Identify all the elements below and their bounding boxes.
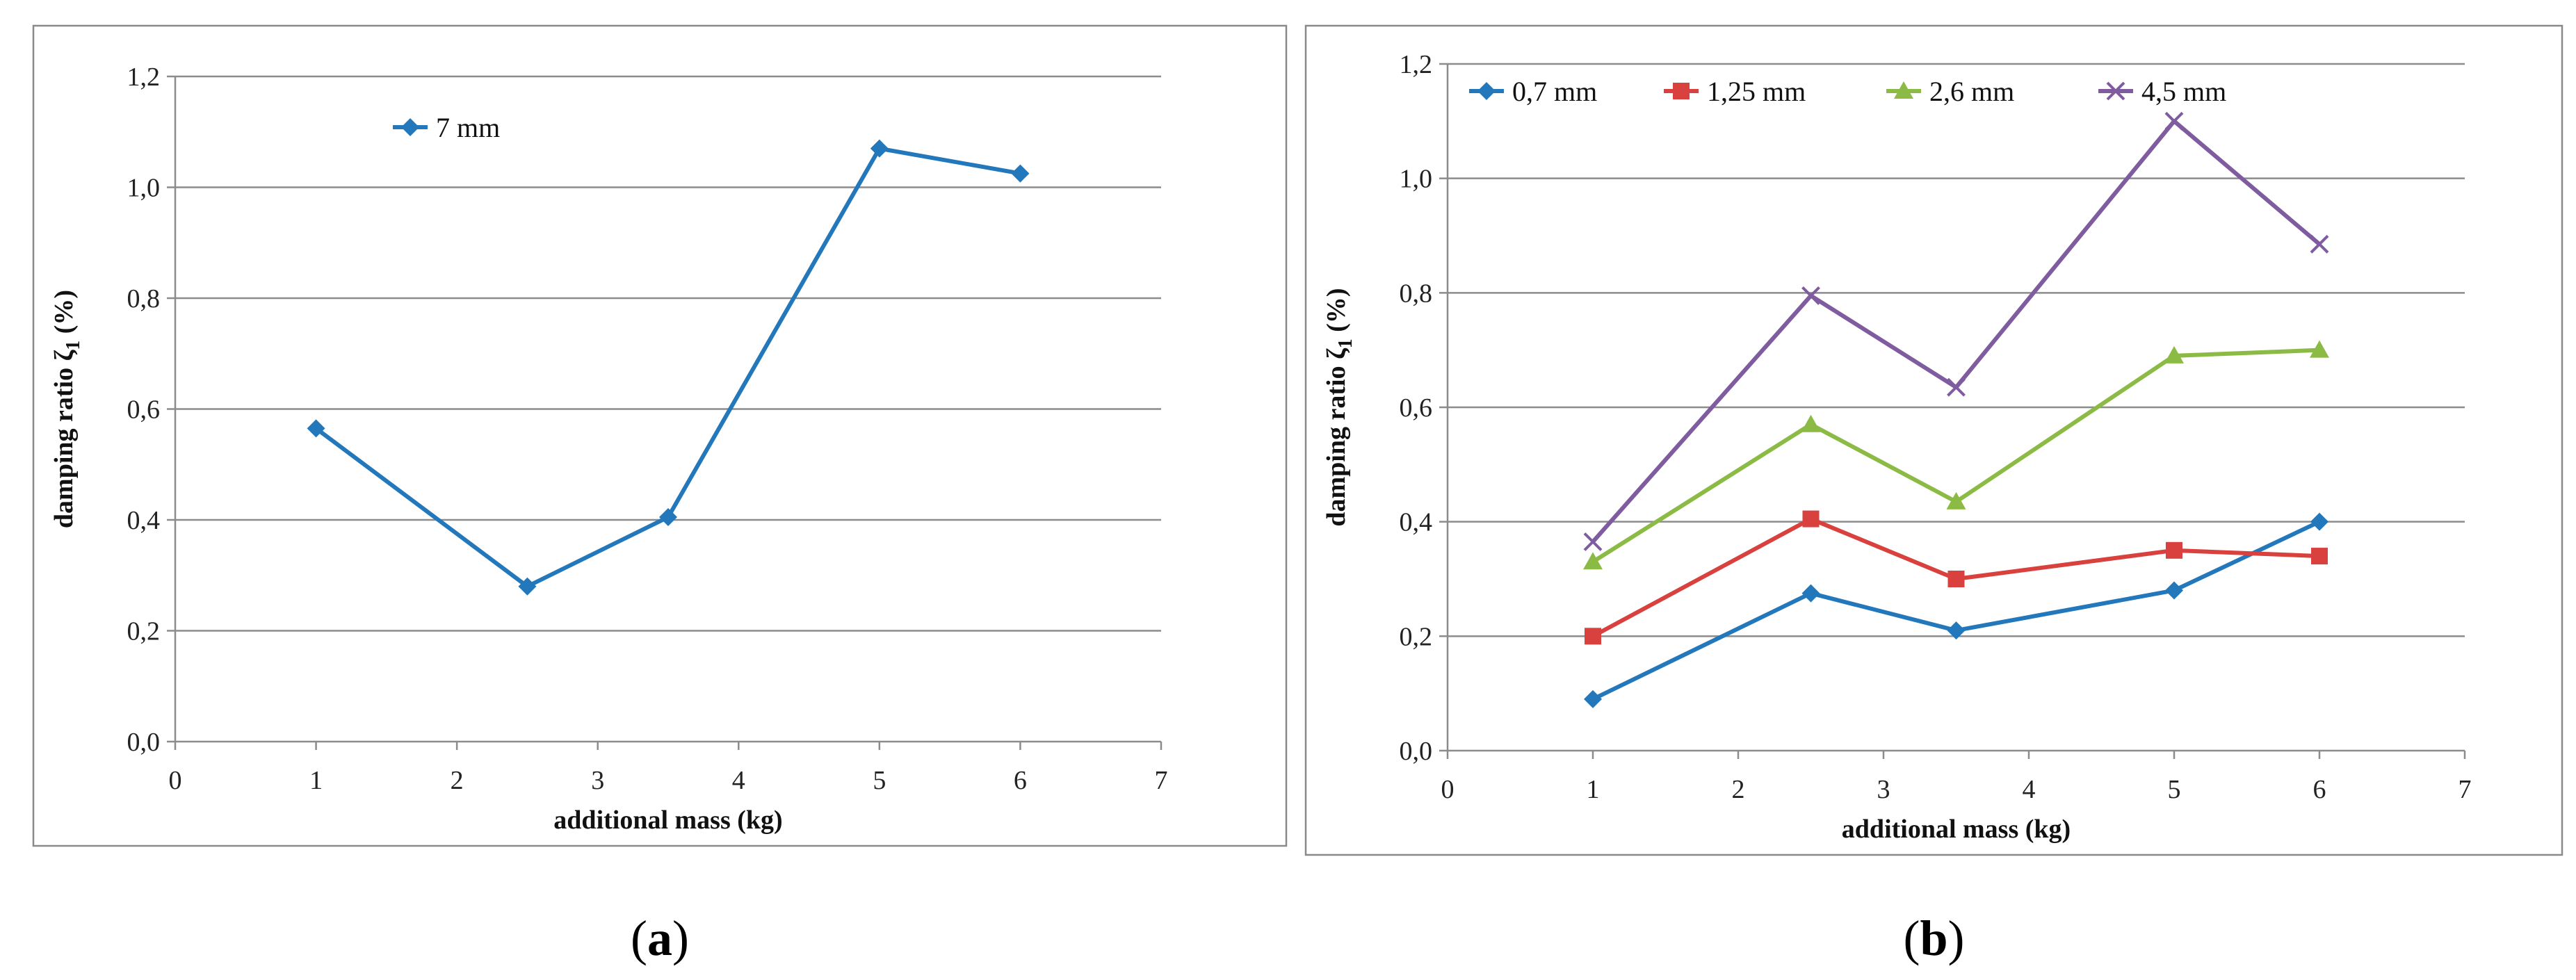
- y-tick-label: 0,8: [127, 284, 161, 313]
- data-point: [1802, 510, 1820, 528]
- x-tick-label: 2: [451, 766, 464, 795]
- series-7-mm: [307, 139, 1030, 596]
- legend-label: 7 mm: [436, 112, 500, 143]
- x-tick-label: 3: [1877, 775, 1890, 804]
- data-point: [2164, 111, 2184, 131]
- data-point: [1584, 689, 1602, 708]
- legend-item: 7 mm: [393, 112, 500, 143]
- data-point: [2311, 548, 2328, 565]
- y-tick-label: 1,0: [1400, 165, 1433, 194]
- y-tick-label: 0,6: [127, 395, 161, 425]
- legend-item: 0,7 mm: [1469, 76, 1597, 107]
- chart-frame: [32, 24, 1288, 847]
- y-tick-label: 0,6: [1400, 393, 1433, 423]
- data-point: [1946, 491, 1966, 509]
- legend-label: 4,5 mm: [2141, 76, 2226, 107]
- x-tick-label: 0: [169, 766, 182, 795]
- y-tick-label: 1,2: [127, 63, 161, 92]
- x-tick-label: 6: [1014, 766, 1027, 795]
- legend-label: 2,6 mm: [1929, 76, 2014, 107]
- data-point: [1801, 584, 1820, 603]
- y-axis-title: damping ratio ζ1 (%): [49, 290, 84, 528]
- y-axis-title: damping ratio ζ1 (%): [1322, 288, 1356, 526]
- legend-item: 2,6 mm: [1886, 76, 2014, 107]
- data-point: [1947, 571, 1965, 587]
- data-point: [870, 139, 889, 158]
- data-point: [2165, 581, 2183, 600]
- y-tick-label: 0,0: [1400, 737, 1433, 766]
- x-tick-label: 6: [2313, 775, 2326, 804]
- series-0-7-mm: [1584, 512, 2328, 708]
- data-point: [1585, 628, 1601, 645]
- data-point: [2164, 345, 2184, 364]
- chart-panel-a: 0,0 0,2 0,4 0,6 0,8 1,0 1,2 0 1 2 3 4 5 6 7 additional …: [32, 24, 1288, 847]
- data-point: [1011, 164, 1030, 183]
- data-point: [2310, 234, 2329, 254]
- legend-marker: [1894, 81, 1913, 99]
- data-point: [1583, 532, 1603, 551]
- data-point: [1947, 621, 1966, 640]
- data-point: [659, 508, 677, 527]
- y-tick-label: 0,8: [1400, 279, 1433, 308]
- legend-item: 4,5 mm: [2098, 76, 2226, 107]
- series-4-5-mm: [1583, 111, 2329, 551]
- data-point: [518, 577, 537, 596]
- x-tick-label: 2: [1732, 775, 1745, 804]
- legend-label: 1,25 mm: [1707, 76, 1806, 107]
- y-tick-label: 1,0: [127, 174, 161, 203]
- data-point: [1801, 414, 1821, 432]
- data-point: [1801, 286, 1820, 305]
- legend-label: 0,7 mm: [1512, 76, 1597, 107]
- legend-marker: [401, 118, 419, 136]
- chart-panel-b: 0,0 0,2 0,4 0,6 0,8 1,0 1,2 0 1 2 3 4 5 6 7 additional …: [1304, 24, 2563, 856]
- data-point: [1947, 377, 1966, 397]
- series-2-6-mm: [1583, 340, 2329, 570]
- y-tick-label: 0,2: [1400, 622, 1433, 651]
- legend-marker: [2106, 81, 2125, 101]
- data-point: [1583, 552, 1603, 570]
- legend-item: 1,25 mm: [1664, 76, 1806, 107]
- panel-label-b: (b): [1903, 910, 1964, 966]
- y-tick-label: 1,2: [1400, 50, 1433, 79]
- x-tick-label: 3: [591, 766, 604, 795]
- y-tick-label: 0,4: [1400, 508, 1433, 537]
- series-1-25-mm: [1585, 510, 2328, 645]
- legend-marker: [1673, 83, 1690, 99]
- x-axis-title: additional mass (kg): [1842, 815, 2071, 844]
- x-tick-label: 1: [1587, 775, 1600, 804]
- x-tick-label: 1: [309, 766, 323, 795]
- legend-marker: [1477, 82, 1496, 100]
- x-tick-label: 5: [873, 766, 886, 795]
- x-tick-label: 4: [732, 766, 745, 795]
- x-tick-label: 7: [2458, 775, 2472, 804]
- data-point: [2166, 541, 2182, 559]
- x-tick-label: 7: [1155, 766, 1168, 795]
- x-tick-label: 4: [2023, 775, 2036, 804]
- x-axis-title: additional mass (kg): [553, 806, 782, 835]
- chart-frame: [1304, 24, 2563, 856]
- y-tick-label: 0,4: [127, 506, 161, 535]
- panel-label-a: (a): [631, 910, 689, 966]
- data-point: [307, 419, 325, 438]
- y-tick-label: 0,0: [127, 728, 161, 757]
- y-tick-label: 0,2: [127, 617, 161, 646]
- x-tick-label: 5: [2168, 775, 2181, 804]
- data-point: [2310, 512, 2328, 531]
- x-tick-label: 0: [1441, 775, 1455, 804]
- data-point: [2310, 340, 2329, 358]
